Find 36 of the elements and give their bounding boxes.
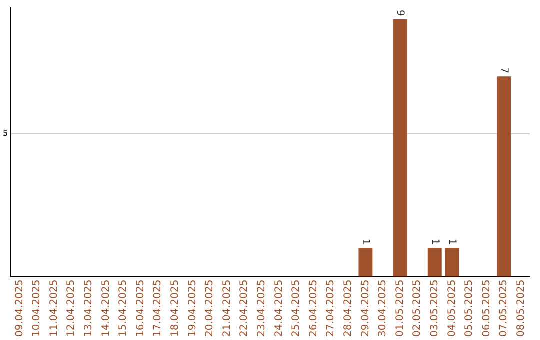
y-tick-label: 5: [2, 128, 8, 138]
x-tick-label: 30.04.2025: [378, 280, 389, 338]
x-tick-label: 14.04.2025: [100, 280, 112, 338]
x-tick-label: 18.04.2025: [170, 280, 182, 338]
x-tick-label: 29.04.2025: [360, 280, 372, 338]
x-tick-label: 25.04.2025: [291, 280, 302, 338]
data-label: 1: [446, 238, 458, 246]
data-label: 9: [394, 10, 406, 16]
x-tick-label: 19.04.2025: [187, 280, 198, 338]
x-tick-label: 13.04.2025: [84, 280, 95, 338]
x-tick-label: 05.05.2025: [464, 280, 476, 338]
x-tick-label: 22.04.2025: [239, 280, 250, 338]
x-tick-label: 21.04.2025: [222, 280, 233, 338]
x-tick-label: 11.04.2025: [48, 280, 60, 338]
x-tick-label: 06.05.2025: [481, 280, 492, 338]
x-tick-label: 12.04.2025: [66, 280, 78, 338]
x-tick-label: 27.04.2025: [326, 280, 337, 338]
x-tick-label: 20.04.2025: [204, 280, 216, 338]
data-label: 7: [498, 67, 510, 74]
x-tick-label: 02.05.2025: [412, 280, 424, 338]
x-tick-label: 16.04.2025: [135, 280, 146, 338]
x-tick-label: 04.05.2025: [446, 280, 458, 338]
x-tick-label: 15.04.2025: [118, 280, 130, 338]
x-tick-label: 26.04.2025: [308, 280, 320, 338]
data-label: 1: [360, 238, 372, 246]
x-tick-label: 10.04.2025: [32, 280, 43, 338]
x-tick-label: 07.05.2025: [498, 280, 510, 338]
x-tick-label: 09.04.2025: [14, 280, 26, 338]
x-tick-label: 17.04.2025: [152, 280, 164, 338]
x-tick-label: 03.05.2025: [429, 280, 440, 338]
x-tick-label: 08.05.2025: [516, 280, 527, 338]
x-tick-label: 28.04.2025: [342, 280, 354, 338]
x-tick-label: 01.05.2025: [394, 280, 406, 338]
x-tick-label: 24.04.2025: [274, 280, 285, 338]
x-tick-label: 23.04.2025: [256, 280, 268, 338]
data-label: 1: [429, 238, 440, 246]
